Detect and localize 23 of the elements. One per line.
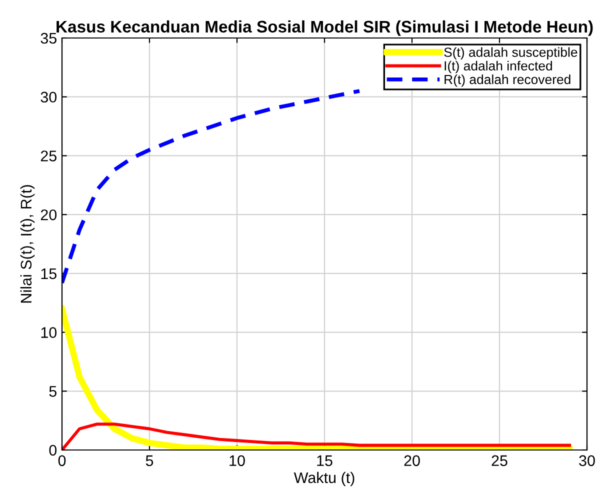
x-tick-label: 5 <box>146 455 154 466</box>
y-axis-title: Nilai S(t), I(t), R(t) <box>20 185 35 303</box>
x-tick-label: 15 <box>317 455 332 466</box>
y-tick-label: 25 <box>40 150 56 162</box>
y-tick-label: 30 <box>40 92 57 103</box>
line-series <box>62 89 362 285</box>
x-tick-label: 25 <box>492 455 508 466</box>
y-tick-label: 10 <box>41 327 57 338</box>
line-series <box>62 422 572 450</box>
y-tick-label: 15 <box>41 268 56 280</box>
x-tick-label: 30 <box>579 455 595 466</box>
x-tick-label: 10 <box>230 455 245 466</box>
legend-label: S(t) adalah susceptible <box>444 47 578 60</box>
y-tick-label: 20 <box>40 209 57 220</box>
x-tick-label: 0 <box>58 455 66 466</box>
x-tick-label: 20 <box>404 455 420 466</box>
y-tick-label: 35 <box>40 32 56 44</box>
x-axis-title: Waktu (t) <box>294 472 354 486</box>
legend-label: I(t) adalah infected <box>444 60 552 74</box>
legend-label: R(t) adalah recovered <box>444 74 570 87</box>
y-tick-label: 0 <box>49 444 57 456</box>
y-tick-label: 5 <box>49 386 56 397</box>
chart-title: Kasus Kecanduan Media Sosial Model SIR (Simulasi I Metode Heun) <box>56 20 593 36</box>
